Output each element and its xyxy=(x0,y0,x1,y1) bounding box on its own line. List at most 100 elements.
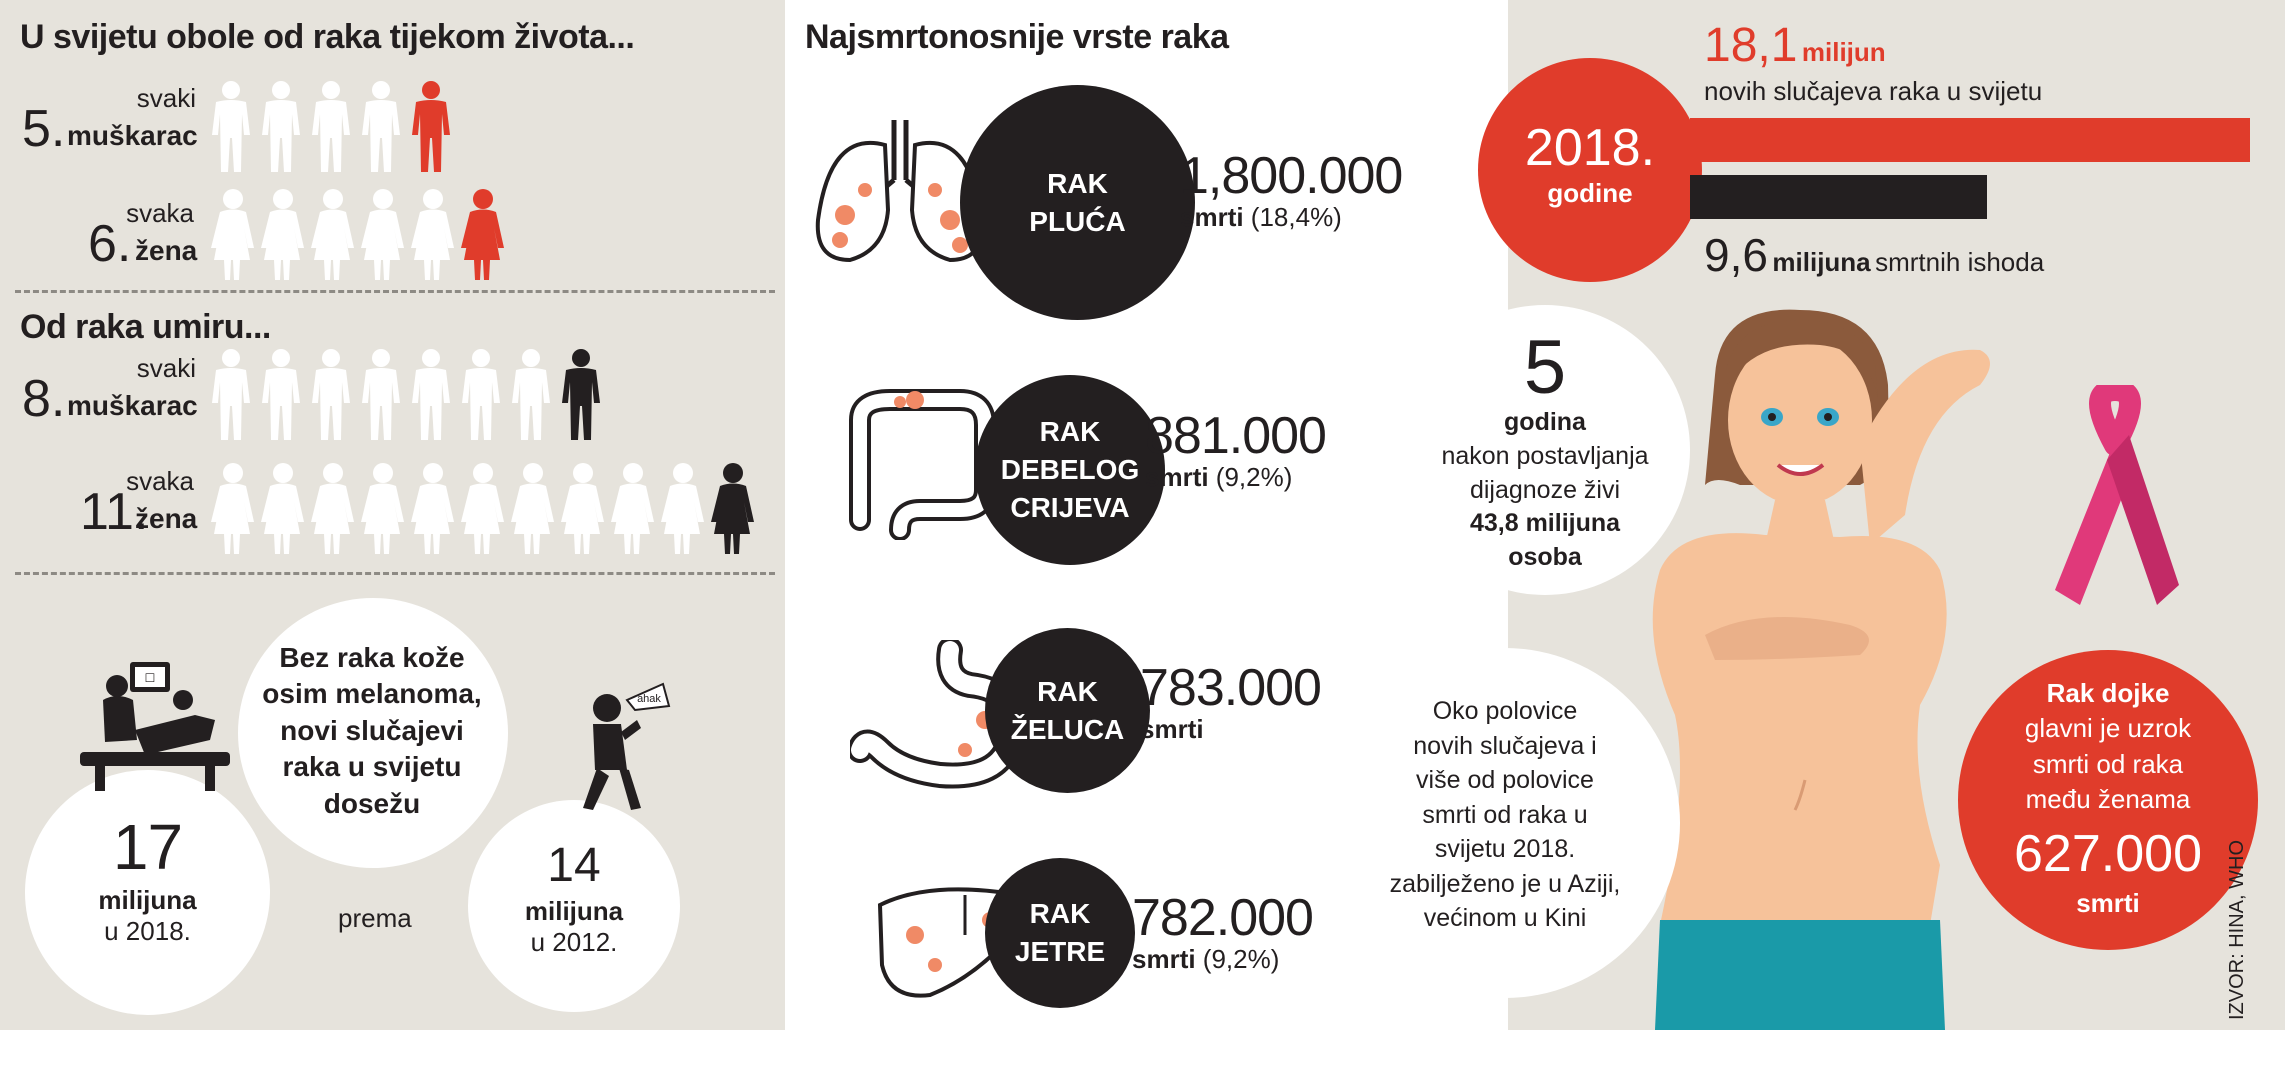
incidence-men-label: svaki 5. muškarac xyxy=(22,83,198,158)
deaths-bar xyxy=(1690,175,1987,219)
year-circle xyxy=(1478,58,1702,282)
woman-figure-icon xyxy=(710,462,756,563)
asia-line: većinom u Kini xyxy=(1423,904,1587,932)
new-cases-number: 18,1 xyxy=(1704,19,1798,72)
cancer-deaths: 881.000 smrti (9,2%) xyxy=(1145,407,1327,493)
woman-figure-icon xyxy=(210,462,256,563)
man-figure-icon xyxy=(360,80,402,181)
woman-figure-icon xyxy=(310,188,356,289)
survival-line2: dijagnoze živi xyxy=(1469,475,1621,504)
cancer-deaths: 1,800.000 smrti (18,4%) xyxy=(1180,147,1403,233)
asia-bubble xyxy=(1330,648,1680,998)
new-cases-caption: novih slučajeva raka u svijetu xyxy=(1704,76,2043,106)
cancer-type-label: RAK JETRE xyxy=(1014,898,1106,967)
cancer-deaths: 783.000 smrti xyxy=(1140,659,1322,745)
survival-count: 43,8 milijuna xyxy=(1469,509,1621,538)
asia-line: zabilježeno je u Aziji, xyxy=(1389,869,1621,898)
woman-figure-icon xyxy=(260,462,306,563)
man-figure-icon xyxy=(410,348,452,449)
deaths-number: 782.000 xyxy=(1132,889,1314,947)
svg-text:☐: ☐ xyxy=(145,671,156,685)
cancer-type-circle: RAK PLUĆA xyxy=(960,85,1195,320)
new-cases-bubble xyxy=(238,598,508,868)
deaths-number: 1,800.000 xyxy=(1180,147,1403,205)
cancer-type-label: RAK ŽELUCA xyxy=(1010,675,1125,745)
asia-line: svijetu 2018. xyxy=(1434,835,1576,863)
deadliest-title: Najsmrtonosnije vrste raka xyxy=(805,18,1229,56)
woman-figure-icon xyxy=(510,462,556,563)
woman-figure-icon xyxy=(260,188,306,289)
deaths-number: 9,6 xyxy=(1704,229,1768,281)
survival-text: 5 godina nakon postavljanja dijagnoze ži… xyxy=(1400,330,1690,575)
pink-ribbon-icon xyxy=(2055,385,2179,605)
cancer-type-circle: RAK ŽELUCA xyxy=(985,628,1150,793)
cases-2012-number: 14 xyxy=(547,839,601,892)
cancer-type-circle: RAK JETRE xyxy=(985,858,1135,1008)
man-figure-icon xyxy=(260,348,302,449)
cancer-type-label: RAK PLUĆA xyxy=(1029,167,1126,237)
woman-figure-icon xyxy=(360,462,406,563)
breast-line: smrti od raka xyxy=(2032,748,2184,779)
mortality-men-label: svaki 8. muškarac xyxy=(22,353,198,428)
woman-figure-icon xyxy=(210,188,256,289)
man-figure-icon xyxy=(460,348,502,449)
man-figure-icon xyxy=(210,348,252,449)
man-figure-icon xyxy=(560,348,602,449)
woman-figure-icon xyxy=(660,462,706,563)
woman-figure-icon xyxy=(460,462,506,563)
coughing-man-icon: ahak xyxy=(583,682,671,810)
new-cases-text: Bez raka kože osim melanoma, novi slučaj… xyxy=(262,642,482,819)
deaths-unit: milijuna xyxy=(1772,247,1871,277)
cases-2018-year: u 2018. xyxy=(104,916,191,946)
woman-figure-icon xyxy=(610,462,656,563)
asia-line: smrti od raka u xyxy=(1422,800,1588,829)
mortality-women-figures xyxy=(210,462,770,562)
survival-unit: godina xyxy=(1504,408,1586,436)
man-figure-icon xyxy=(360,348,402,449)
breast-cancer-circle xyxy=(1958,650,2258,950)
divider xyxy=(15,572,775,575)
divider xyxy=(15,290,775,293)
man-figure-icon xyxy=(260,80,302,181)
new-cases-bar xyxy=(1690,118,2250,162)
new-cases-heading: 18,1 milijun xyxy=(1704,22,1886,70)
deaths-caption: smrti (9,2%) xyxy=(1145,462,1293,492)
cancer-type-circle: RAK DEBELOG CRIJEVA xyxy=(975,375,1165,565)
asia-line: više od polovice xyxy=(1416,766,1594,794)
asia-line: Oko polovice xyxy=(1432,697,1578,725)
woman-figure-icon xyxy=(410,188,456,289)
breast-title: Rak dojke xyxy=(2046,678,2170,708)
cancer-deaths: 782.000 smrti (9,2%) xyxy=(1132,889,1314,975)
deaths-caption: smrti (9,2%) xyxy=(1132,944,1280,974)
deaths-text: smrtnih ishoda xyxy=(1875,247,2045,277)
mortality-men-figures xyxy=(210,348,770,448)
cases-2012: 14 milijuna u 2012. xyxy=(468,842,680,958)
man-figure-icon xyxy=(310,80,352,181)
year-block: 2018. godine xyxy=(1478,122,1702,209)
man-figure-icon xyxy=(310,348,352,449)
cases-2012-circle xyxy=(468,800,680,1012)
cases-2018-circle xyxy=(25,770,270,1015)
cough-text: ahak xyxy=(637,693,661,705)
survival-line1: nakon postavljanja xyxy=(1441,441,1649,470)
new-cases-unit: milijun xyxy=(1801,37,1886,67)
deaths-number: 783.000 xyxy=(1140,659,1322,717)
incidence-women-label: svaka 6. žena xyxy=(88,198,198,273)
cases-2018-unit: milijuna xyxy=(98,885,197,915)
asia-line: novih slučajeva i xyxy=(1413,731,1597,760)
deaths-caption: smrti xyxy=(1140,714,1204,744)
cases-2018-number: 17 xyxy=(112,811,183,883)
cases-2018: 17 milijuna u 2018. xyxy=(25,815,270,947)
deaths-caption: smrti (18,4%) xyxy=(1180,202,1342,232)
asia-text: Oko polovice novih slučajeva i više od pol… xyxy=(1330,694,1680,936)
prema-label: prema xyxy=(338,903,412,933)
breast-line: među ženama xyxy=(2025,784,2191,815)
woman-figure-icon xyxy=(410,462,456,563)
year-label: 2018. xyxy=(1524,119,1656,177)
source-note: IZVOR: HINA, WHO xyxy=(2226,840,2248,1020)
mortality-title: Od raka umiru... xyxy=(20,308,271,346)
breast-deaths-word: smrti xyxy=(2076,887,2140,918)
woman-figure-icon xyxy=(560,462,606,563)
deaths-number: 881.000 xyxy=(1145,407,1327,465)
year-sub: godine xyxy=(1547,178,1633,208)
